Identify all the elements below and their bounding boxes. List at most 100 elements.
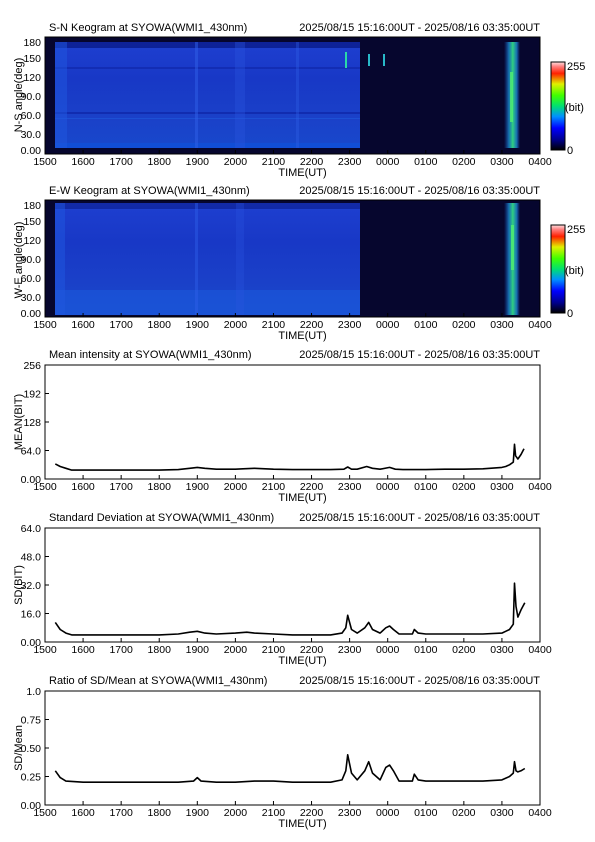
sn-keogram-ylabel: N-S angle(deg)	[13, 58, 25, 133]
y-tick-label: 150	[23, 53, 41, 65]
ratio-chart-ylabel: SD/Mean	[13, 725, 25, 771]
y-tick-label: 120	[23, 72, 41, 84]
sn-keogram-colorbar: 255 (bit) 0	[550, 61, 585, 157]
y-tick-label: 0.25	[21, 772, 42, 784]
x-tick-label: 1700	[109, 644, 133, 656]
x-tick-label: 1800	[148, 156, 172, 168]
x-tick-label: 2300	[338, 807, 362, 819]
x-tick-label: 2100	[262, 644, 286, 656]
sn-keogram-panel: S-N Keogram at SYOWA(WMI1_430nm) 2025/08…	[13, 22, 585, 179]
plot-frame	[44, 690, 541, 806]
x-tick-label: 1800	[148, 481, 172, 493]
colorbar-min: 0	[567, 145, 573, 157]
sn-keogram-title: S-N Keogram at SYOWA(WMI1_430nm)	[49, 22, 247, 34]
x-tick-label: 0300	[490, 644, 514, 656]
x-tick-label: 2300	[338, 644, 362, 656]
x-tick-label: 0300	[490, 807, 514, 819]
x-tick-label: 1900	[186, 156, 210, 168]
x-tick-label: 2100	[262, 156, 286, 168]
x-tick-label: 0200	[452, 644, 476, 656]
series-line	[54, 582, 526, 636]
series-line	[54, 443, 525, 471]
ratio-chart-title: Ratio of SD/Mean at SYOWA(WMI1_430nm)	[49, 675, 267, 687]
x-tick-label: 0300	[490, 156, 514, 168]
ew-keogram-range: 2025/08/15 15:16:00UT - 2025/08/16 03:35…	[299, 185, 540, 197]
sn-keogram-frame	[44, 36, 541, 155]
y-tick-label: 150	[23, 216, 41, 228]
x-tick-label: 2300	[338, 319, 362, 331]
ew-keogram-frame	[44, 199, 541, 318]
x-tick-label: 2000	[224, 319, 248, 331]
x-tick-label: 2000	[224, 644, 248, 656]
x-tick-label: 2300	[338, 156, 362, 168]
y-tick-label: 30.0	[21, 292, 42, 304]
y-tick-label: 180	[23, 200, 41, 212]
y-tick-label: 256	[23, 360, 41, 372]
x-tick-label: 1900	[186, 481, 210, 493]
colorbar-min: 0	[567, 308, 573, 320]
x-tick-label: 1600	[71, 644, 95, 656]
x-tick-label: 2100	[262, 481, 286, 493]
x-tick-label: 0400	[528, 156, 552, 168]
x-tick-label: 1600	[71, 807, 95, 819]
ew-keogram-image	[45, 200, 540, 317]
ew-keogram-xaxis: 1500 1600 1700 1800 1900 2000 2100 2200 2300 0000…	[33, 313, 552, 342]
colorbar-max: 255	[567, 61, 585, 73]
y-tick-label: 32.0	[21, 580, 42, 592]
y-tick-label: 64.0	[21, 446, 42, 458]
x-tick-label: 2000	[224, 156, 248, 168]
x-tick-label: 1900	[186, 644, 210, 656]
x-tick-label: 0100	[414, 807, 438, 819]
x-axis-label: TIME(UT)	[278, 492, 326, 504]
x-tick-label: 0100	[414, 319, 438, 331]
x-tick-label: 0200	[452, 319, 476, 331]
x-tick-label: 0400	[528, 644, 552, 656]
series-line	[54, 753, 526, 784]
x-tick-label: 0000	[376, 807, 400, 819]
x-tick-label: 1500	[33, 319, 57, 331]
ew-keogram-panel: E-W Keogram at SYOWA(WMI1_430nm) 2025/08…	[13, 185, 585, 342]
x-tick-label: 2000	[224, 807, 248, 819]
x-tick-label: 1600	[71, 481, 95, 493]
y-tick-label: 180	[23, 37, 41, 49]
x-tick-label: 1500	[33, 807, 57, 819]
x-tick-label: 1600	[71, 319, 95, 331]
x-tick-label: 0400	[528, 481, 552, 493]
std-chart-ylabel: SD(BIT)	[13, 565, 25, 605]
ew-keogram-title: E-W Keogram at SYOWA(WMI1_430nm)	[49, 185, 250, 197]
x-tick-label: 1500	[33, 644, 57, 656]
y-tick-label: 192	[23, 389, 41, 401]
sn-keogram-image	[45, 37, 540, 154]
x-tick-label: 2100	[262, 319, 286, 331]
y-tick-label: 0.00	[21, 800, 42, 812]
x-tick-label: 0200	[452, 481, 476, 493]
x-tick-label: 1600	[71, 156, 95, 168]
x-tick-label: 0100	[414, 481, 438, 493]
x-tick-label: 0100	[414, 644, 438, 656]
sn-keogram-range: 2025/08/15 15:16:00UT - 2025/08/16 03:35…	[299, 22, 540, 34]
y-tick-label: 64.0	[21, 523, 42, 535]
ew-keogram-yaxis: 180 150 120 90.0 60.0 30.0 0.00 W-E angl…	[13, 200, 41, 320]
ratio-chart-range: 2025/08/15 15:16:00UT - 2025/08/16 03:35…	[299, 675, 540, 687]
colorbar-max: 255	[567, 224, 585, 236]
y-tick-label: 0.50	[21, 743, 42, 755]
x-tick-label: 1700	[109, 319, 133, 331]
y-tick-label: 0.75	[21, 715, 42, 727]
y-tick-label: 48.0	[21, 552, 42, 564]
x-tick-label: 2200	[300, 319, 324, 331]
x-tick-label: 1700	[109, 156, 133, 168]
mean-chart-range: 2025/08/15 15:16:00UT - 2025/08/16 03:35…	[299, 349, 540, 361]
y-tick-label: 60.0	[21, 110, 42, 122]
x-tick-label: 2100	[262, 807, 286, 819]
x-tick-label: 0400	[528, 807, 552, 819]
x-tick-label: 0300	[490, 319, 514, 331]
x-tick-label: 0000	[376, 319, 400, 331]
x-tick-label: 1800	[148, 644, 172, 656]
x-tick-label: 2300	[338, 481, 362, 493]
x-axis-label: TIME(UT)	[278, 330, 326, 342]
y-tick-label: 1.0	[26, 686, 41, 698]
y-tick-label: 0.00	[21, 145, 42, 157]
x-tick-label: 0200	[452, 156, 476, 168]
ew-keogram-colorbar: 255 (bit) 0	[550, 224, 585, 320]
